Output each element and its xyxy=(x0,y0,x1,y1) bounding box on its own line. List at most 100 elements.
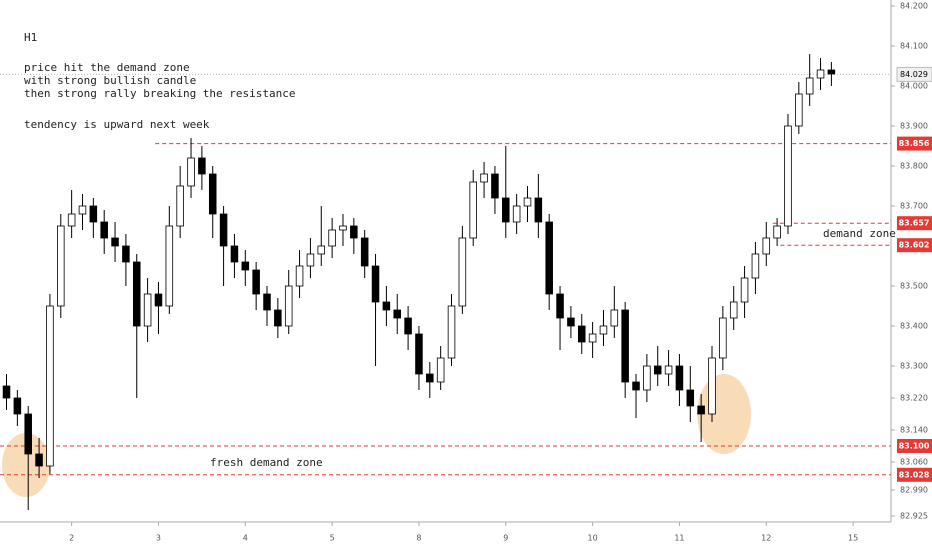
candle-body xyxy=(176,185,184,227)
candle-body xyxy=(328,229,336,247)
candle-body xyxy=(686,389,695,407)
candle-body xyxy=(415,333,423,375)
y-tick-label: 83.300 xyxy=(900,362,928,371)
level-label-box xyxy=(897,136,932,151)
candle-body xyxy=(132,261,141,327)
candle-body xyxy=(610,309,619,327)
last-price-box xyxy=(896,66,932,82)
candle-body xyxy=(762,237,771,255)
x-tick-label: 5 xyxy=(330,534,335,543)
y-tick-label: 83.060 xyxy=(900,458,928,467)
candle-body xyxy=(567,317,575,327)
candle-body xyxy=(89,205,98,223)
candle-body xyxy=(816,69,825,79)
x-tick-label: 8 xyxy=(416,534,421,543)
y-tick-label: 83.700 xyxy=(900,202,928,211)
candle-body xyxy=(208,173,217,215)
candle-body xyxy=(664,365,673,375)
candle-body xyxy=(523,197,532,207)
candle-body xyxy=(773,225,781,239)
candle-body xyxy=(795,93,803,127)
y-tick-label: 82.990 xyxy=(900,486,928,495)
x-tick-label: 15 xyxy=(848,534,858,543)
candle-body xyxy=(512,205,521,223)
annotation: with strong bullish candle xyxy=(24,74,196,87)
level-label-box xyxy=(897,467,932,482)
candle-body xyxy=(230,245,239,263)
candle-body xyxy=(729,301,738,319)
highlight-circle xyxy=(697,374,751,454)
zone-label: fresh demand zone xyxy=(210,456,323,469)
candle-body xyxy=(57,225,65,307)
candle-body xyxy=(100,221,108,239)
candle-body xyxy=(480,173,488,183)
candle-body xyxy=(436,357,445,383)
candle-body xyxy=(284,285,293,327)
x-tick-label: 2 xyxy=(69,534,74,543)
candle-body xyxy=(143,293,152,327)
candle-body xyxy=(35,453,43,467)
candle-body xyxy=(371,265,380,303)
level-label-box xyxy=(897,238,932,253)
candle-body xyxy=(46,305,54,467)
candle-body xyxy=(78,205,87,215)
candle-body xyxy=(469,181,477,239)
candle-body xyxy=(154,293,163,307)
candle-body xyxy=(306,253,315,267)
candle-body xyxy=(675,365,684,391)
candle-body xyxy=(295,265,304,287)
candle-body xyxy=(447,305,456,359)
annotation: price hit the demand zone xyxy=(24,61,190,74)
level-label: 83.657 xyxy=(899,219,930,228)
candle-body xyxy=(805,77,814,95)
candle-body xyxy=(382,301,391,311)
candle-body xyxy=(827,69,836,75)
highlight-circle xyxy=(2,433,50,497)
candle-body xyxy=(502,197,510,223)
candle-body xyxy=(13,397,22,415)
level-label: 83.856 xyxy=(899,139,930,148)
candle-body xyxy=(393,309,402,319)
candle-body xyxy=(534,197,543,223)
y-tick-label: 83.140 xyxy=(900,426,928,435)
candle-body xyxy=(2,385,11,399)
y-tick-label: 84.000 xyxy=(900,82,928,91)
y-tick-label: 83.500 xyxy=(900,282,928,291)
candle-body xyxy=(111,237,119,247)
candle-body xyxy=(653,365,662,375)
annotation: H1 xyxy=(24,31,37,44)
candle-body xyxy=(545,221,553,295)
candle-body xyxy=(426,373,434,383)
level-label-box xyxy=(897,439,932,453)
level-label: 83.100 xyxy=(899,442,930,451)
y-tick-label: 84.200 xyxy=(900,2,928,11)
y-tick-label: 83.220 xyxy=(900,394,928,403)
y-tick-label: 83.800 xyxy=(900,162,928,171)
candle-body xyxy=(632,381,640,391)
candle-body xyxy=(404,317,412,335)
candle-body xyxy=(252,269,260,295)
candle-body xyxy=(719,317,727,359)
candle-body xyxy=(588,333,597,343)
x-tick-label: 11 xyxy=(674,534,684,543)
candle-body xyxy=(274,309,282,327)
candle-body xyxy=(198,157,206,175)
y-tick-label: 83.900 xyxy=(900,122,928,131)
candle-body xyxy=(219,213,228,247)
x-tick-label: 4 xyxy=(243,534,248,543)
candle-body xyxy=(697,405,705,415)
candle-body xyxy=(241,261,250,271)
candle-body xyxy=(751,253,760,279)
candle-body xyxy=(350,225,358,239)
candle-body xyxy=(122,245,130,263)
y-tick-label: 83.400 xyxy=(900,322,928,331)
x-tick-label: 9 xyxy=(503,534,508,543)
candle-body xyxy=(339,225,347,231)
candle-body xyxy=(187,157,195,187)
candle-body xyxy=(708,357,716,415)
candle-body xyxy=(577,325,586,343)
annotation: tendency is upward next week xyxy=(24,118,210,131)
candle-body xyxy=(599,325,608,335)
candle-body xyxy=(458,237,467,307)
